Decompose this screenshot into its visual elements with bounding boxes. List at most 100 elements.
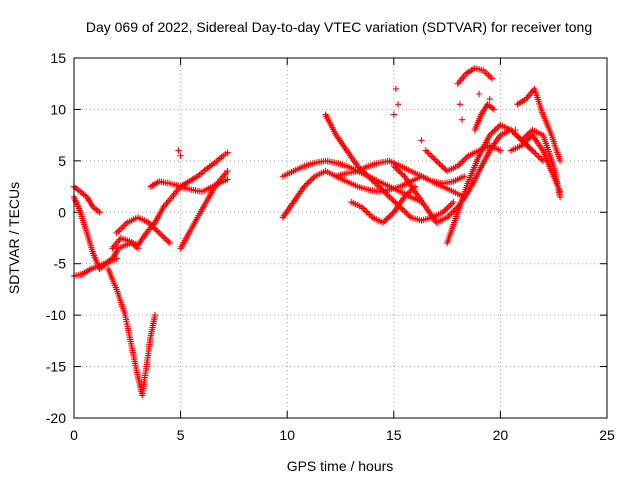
y-tick-label: 0: [58, 204, 66, 220]
data-point: [538, 156, 545, 163]
data-point: [444, 204, 451, 212]
data-point: [160, 234, 167, 241]
tick-labels: 0 5 10 15 20 25 -20 -15 -10 -5 0 5 10 15: [46, 50, 615, 443]
data-point: [305, 179, 312, 186]
data-point: [121, 222, 128, 229]
data-point: [310, 174, 317, 181]
x-tick-label: 20: [493, 427, 509, 443]
data-point: [375, 183, 383, 190]
data-point: [122, 220, 129, 228]
data-point: [434, 159, 442, 166]
data-point: [514, 132, 521, 140]
data-point: [113, 229, 120, 237]
data-point: [390, 162, 397, 170]
data-point: [456, 161, 463, 168]
data-point: [450, 208, 457, 215]
data-point: [524, 131, 531, 138]
data-point: [383, 216, 390, 223]
data-point: [489, 129, 496, 136]
data-point: [439, 163, 446, 170]
data-point: [392, 164, 399, 171]
data-point: [488, 75, 496, 82]
data-point: [302, 181, 309, 189]
data-point: [119, 223, 126, 231]
data-point: [365, 173, 372, 180]
data-point: [224, 167, 231, 175]
data-point: [393, 165, 400, 173]
chart-title: Day 069 of 2022, Sidereal Day-to-day VTE…: [86, 19, 592, 35]
data-point: [445, 212, 452, 220]
data-point: [386, 213, 393, 220]
data-point: [442, 206, 450, 213]
data-point: [398, 205, 405, 212]
y-tick-label: 15: [50, 50, 66, 66]
data-point: [556, 193, 564, 201]
data-point: [381, 217, 388, 225]
data-point: [440, 165, 448, 172]
x-axis-label: GPS time / hours: [287, 458, 394, 474]
data-point: [427, 151, 434, 159]
data-point: [395, 167, 402, 174]
data-point: [422, 147, 429, 154]
data-point: [115, 228, 122, 235]
data-point: [148, 222, 155, 229]
data-point: [527, 145, 535, 153]
data-point: [304, 180, 311, 187]
data-point: [450, 198, 457, 206]
data-point: [389, 196, 396, 203]
data-point: [381, 189, 389, 196]
data-point: [390, 111, 397, 118]
data-point: [392, 85, 400, 93]
data-point: [461, 173, 468, 180]
y-tick-label: 5: [58, 153, 66, 169]
data-point: [437, 162, 445, 169]
data-point: [224, 176, 231, 183]
data-point: [371, 179, 378, 186]
data-point: [398, 170, 405, 177]
y-tick-label: -15: [46, 359, 66, 375]
data-point: [448, 209, 455, 217]
axis-ticks: [73, 57, 608, 419]
data-points: [70, 65, 564, 399]
data-point: [363, 208, 370, 215]
data-point: [424, 148, 431, 156]
data-point: [535, 153, 542, 160]
y-tick-label: -10: [46, 307, 66, 323]
data-point: [494, 124, 501, 131]
data-point: [163, 237, 171, 244]
data-point: [425, 150, 432, 157]
data-point: [512, 126, 519, 134]
y-tick-label: -20: [46, 410, 66, 426]
data-point: [116, 226, 123, 234]
data-point: [492, 126, 499, 133]
data-point: [154, 228, 161, 235]
grid-lines: [74, 58, 607, 418]
data-point: [458, 116, 466, 123]
data-point: [509, 128, 516, 135]
data-point: [430, 154, 437, 162]
data-point: [396, 168, 404, 176]
data-point: [404, 211, 411, 218]
data-point: [518, 137, 525, 144]
data-point: [118, 225, 125, 232]
x-tick-label: 25: [599, 427, 615, 443]
data-point: [456, 101, 464, 108]
y-axis-label: SDTVAR / TECUs: [6, 182, 22, 294]
data-point: [486, 95, 493, 103]
data-point: [433, 157, 440, 165]
data-point: [418, 137, 425, 144]
data-point: [383, 190, 390, 198]
data-point: [445, 203, 453, 210]
data-point: [454, 162, 461, 170]
data-point: [447, 201, 454, 209]
data-point: [361, 206, 369, 214]
data-point: [400, 206, 407, 214]
y-tick-label: -5: [54, 256, 67, 272]
data-point: [150, 223, 157, 231]
data-point: [536, 154, 544, 162]
plot-frame: [73, 57, 608, 419]
data-point: [515, 134, 522, 141]
data-point: [556, 157, 564, 165]
data-point: [460, 156, 468, 164]
